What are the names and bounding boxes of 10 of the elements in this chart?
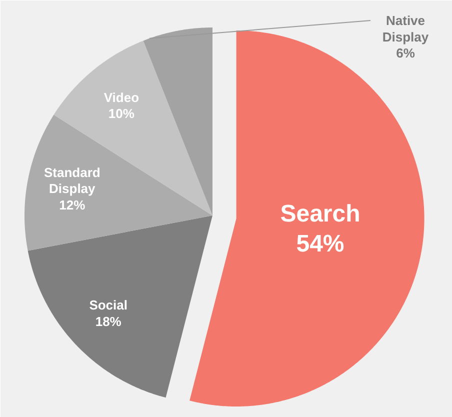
data-label: 18% bbox=[95, 314, 122, 329]
slice-label: Search bbox=[280, 200, 360, 228]
slice-label: Social bbox=[89, 298, 128, 313]
slice-label: Video bbox=[104, 90, 140, 105]
data-label: 6% bbox=[396, 46, 416, 60]
data-label: 12% bbox=[59, 197, 86, 212]
slice-label: Standard Display bbox=[44, 164, 100, 196]
data-label: 10% bbox=[108, 106, 135, 122]
data-label: 54% bbox=[296, 230, 344, 258]
slice-label: Native Display bbox=[382, 13, 430, 44]
